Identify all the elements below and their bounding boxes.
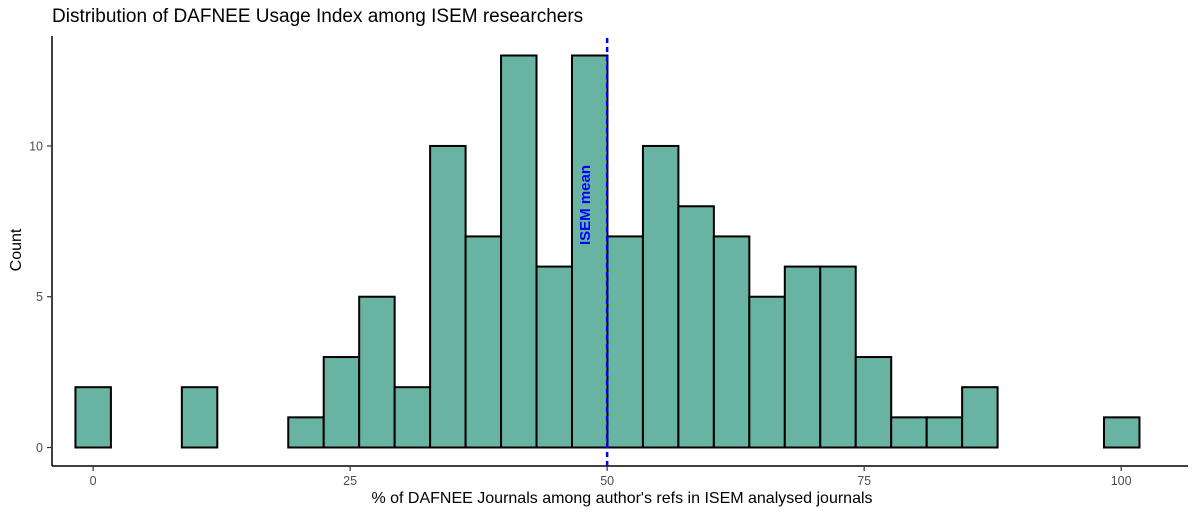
histogram-bar xyxy=(712,235,751,449)
x-axis-title: % of DAFNEE Journals among author's refs… xyxy=(371,490,872,507)
histogram-bar xyxy=(358,295,396,449)
chart-title: Distribution of DAFNEE Usage Index among… xyxy=(52,6,583,27)
histogram-bar xyxy=(570,54,609,449)
x-tick-label: 0 xyxy=(90,474,97,488)
bars-layer xyxy=(74,54,1141,449)
histogram-bar xyxy=(429,144,467,449)
histogram-bar xyxy=(677,205,715,449)
histogram-bar xyxy=(287,416,325,449)
histogram-bar xyxy=(925,416,964,449)
histogram-bar xyxy=(961,386,999,449)
histogram-bar xyxy=(180,386,219,449)
x-tick-label: 100 xyxy=(1111,474,1132,488)
y-axis-title: Count xyxy=(8,228,25,271)
y-tick-label: 0 xyxy=(36,441,43,455)
mean-layer: ISEM mean xyxy=(577,38,609,466)
histogram-bar xyxy=(74,386,112,449)
histogram-bar xyxy=(500,54,538,449)
histogram-bar xyxy=(783,265,822,449)
mean-label: ISEM mean xyxy=(577,165,594,245)
histogram-bar xyxy=(819,265,857,449)
y-tick-label: 5 xyxy=(36,290,43,304)
histogram-bar xyxy=(535,265,573,449)
axes-layer: 0 25 50 75 100 0 5 10 xyxy=(29,36,1188,488)
x-tick-label: 75 xyxy=(857,474,871,488)
histogram-bar xyxy=(641,144,680,449)
histogram-bar xyxy=(1103,416,1141,449)
x-tick-label: 50 xyxy=(600,474,614,488)
y-tick-label: 10 xyxy=(29,139,43,153)
histogram-bar xyxy=(464,235,503,449)
histogram-bar xyxy=(322,356,361,449)
histogram-bar xyxy=(748,295,786,449)
histogram-bar xyxy=(890,416,928,449)
histogram-bar xyxy=(606,235,644,449)
histogram-bar xyxy=(393,386,432,449)
histogram-bar xyxy=(854,356,893,449)
x-tick-label: 25 xyxy=(343,474,357,488)
